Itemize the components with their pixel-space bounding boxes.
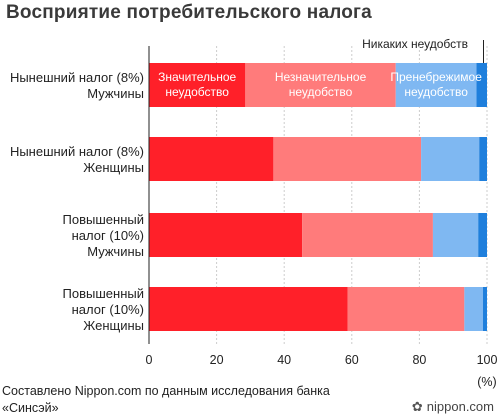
x-tick-label: 20 — [210, 353, 224, 367]
chart-title: Восприятие потребительского налога — [6, 2, 372, 23]
bar-segment — [149, 137, 274, 181]
category-label: Повышенный налог (10%) Женщины — [63, 286, 144, 333]
series-label: Незначительное неудобство — [275, 70, 367, 99]
series-label: Пренебрежимое неудобство — [390, 70, 482, 99]
bar-segment — [482, 287, 487, 331]
bar-segment — [273, 137, 422, 181]
bar-segment — [476, 63, 487, 107]
bar-segment — [302, 213, 433, 257]
bar-segment — [478, 213, 487, 257]
x-tick-label: 0 — [146, 353, 153, 367]
bar-segment — [395, 63, 477, 107]
legend-no-inconvenience: Никаких неудобств — [362, 37, 468, 51]
legend-leader-line — [483, 40, 484, 64]
x-tick-label: 60 — [345, 353, 359, 367]
source-text: Составлено Nippon.com по данным исследов… — [2, 384, 330, 415]
category-label: Повышенный налог (10%) Мужчины — [63, 212, 144, 259]
bar-segment — [245, 63, 396, 107]
category-label: Нынешний налог (8%) Мужчины — [10, 70, 144, 101]
brand-logo: ✿ nippon.com — [412, 399, 494, 414]
bar-segment — [347, 287, 465, 331]
bar-segment — [149, 213, 303, 257]
bar-segment — [432, 213, 479, 257]
bar-segment — [464, 287, 483, 331]
bar-segment — [149, 63, 246, 107]
bar-segment — [421, 137, 480, 181]
bar-segment — [479, 137, 487, 181]
bar-segment — [149, 287, 348, 331]
logo-icon: ✿ — [411, 399, 423, 414]
brand-text: nippon.com — [426, 399, 494, 414]
source-note: Составлено Nippon.com по данным исследов… — [2, 383, 342, 417]
x-axis-unit: (%) — [477, 375, 496, 389]
x-tick-label: 100 — [477, 353, 498, 367]
category-label: Нынешний налог (8%) Женщины — [10, 144, 144, 175]
series-label: Значительное неудобство — [158, 70, 236, 99]
x-tick-label: 40 — [277, 353, 291, 367]
x-tick-label: 80 — [412, 353, 426, 367]
